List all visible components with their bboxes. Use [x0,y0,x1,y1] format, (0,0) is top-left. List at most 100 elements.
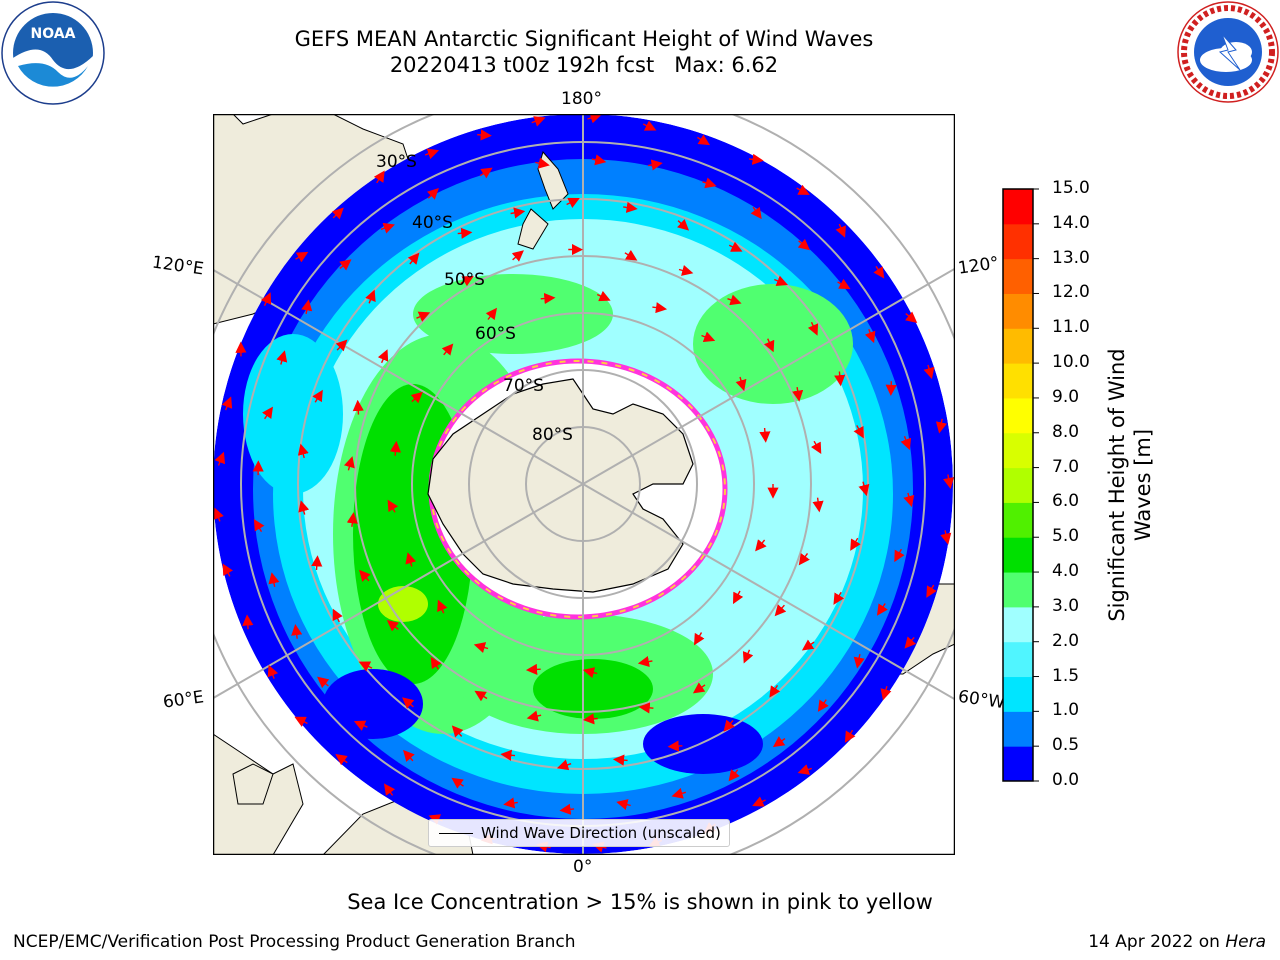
wave-direction-arrow [702,177,717,189]
wave-direction-arrow [430,656,442,670]
wave-direction-arrow [331,207,344,220]
wave-direction-arrow [380,222,395,234]
wave-direction-arrow [437,599,448,614]
wave-direction-arrow [587,114,602,124]
colorbar-tick-label: 7.0 [1052,456,1080,477]
wave-direction-arrow [294,716,308,727]
wave-direction-arrow [623,201,638,213]
wave-direction-arrow [441,343,454,356]
colorbar-segment [1003,502,1033,538]
wave-direction-arrow [864,329,876,344]
wave-direction-arrow [426,187,439,200]
wave-direction-arrow [591,154,607,166]
wave-direction-arrow [312,389,323,403]
colorbar-tick-label: 6.0 [1052,491,1080,512]
wave-direction-arrow [637,656,653,668]
colorbar-tick-label: 12.0 [1052,282,1090,303]
wave-direction-arrow [792,386,804,402]
legend-label: Wind Wave Direction (unscaled) [481,824,721,842]
wave-direction-arrow [692,682,706,694]
wave-direction-arrow [510,207,526,219]
lon-label-0: 0° [573,857,593,877]
wave-direction-arrow [693,632,705,646]
wave-direction-arrow [923,364,935,380]
wave-direction-arrow [624,249,638,261]
wave-direction-arrow [900,436,912,451]
new-zealand-land [517,150,569,250]
wave-direction-arrow [477,129,492,141]
wave-direction-arrow [540,292,556,305]
ocean-band-yellow-green [378,586,428,622]
ocean-band-deep-sw [323,669,423,739]
wave-direction-arrow [723,719,735,732]
ocean-band-green-light-east [693,284,853,404]
wave-direction-arrow [797,238,810,251]
chart-subtitle: 20220413 t00z 192h fcst Max: 6.62 [389,53,779,77]
wave-direction-arrow [451,777,464,789]
wave-direction-arrow [365,289,376,304]
wave-direction-arrow [485,307,498,321]
lon-label-60e: 60°E [161,687,206,713]
lon-label-120e: 120°E [150,252,205,280]
wave-direction-arrow [383,783,396,796]
colorbar-tick-label: 0.5 [1052,735,1080,756]
chart-title: GEFS MEAN Antarctic Significant Height o… [294,27,874,51]
wave-direction-arrow [728,241,743,252]
colorbar-tick-label: 13.0 [1052,247,1090,268]
wave-direction-arrow [905,311,918,323]
colorbar-segment [1003,397,1033,434]
footer-date-text: 14 Apr 2022 on [1088,932,1226,952]
lat-label-40s: 40°S [412,213,453,233]
wave-direction-arrow [926,584,937,598]
lon-label-60w: 60°W [956,686,1007,714]
colorbar-tick-label: 1.5 [1052,665,1080,686]
colorbar-tick-label: 1.0 [1052,700,1080,721]
wave-direction-arrow [424,148,440,160]
lat-label-60s: 60°S [475,324,516,344]
wave-direction-arrow [500,749,516,761]
wave-direction-arrow [769,685,781,698]
wave-direction-arrow [796,184,810,195]
wave-direction-arrow [402,697,415,709]
wave-direction-arrow [525,663,541,676]
wave-direction-arrow [295,251,309,263]
wave-direction-arrow [817,699,829,712]
wave-direction-arrow [503,797,518,809]
wave-direction-arrow [652,302,668,314]
wave-direction-arrow [797,764,812,775]
wave-direction-arrow [344,456,355,471]
wave-direction-arrow [774,275,788,287]
wave-direction-arrow [473,642,489,653]
wave-direction-arrow [291,624,303,639]
madagascar-land [232,763,274,805]
colorbar-segment [1003,746,1033,782]
wave-direction-arrow [835,223,846,238]
sea-ice-note: Sea Ice Concentration > 15% is shown in … [347,890,933,914]
wave-direction-arrow [358,661,373,672]
wave-direction-arrow [214,451,226,466]
wave-direction-arrow [616,799,631,811]
wave-direction-arrow [267,664,279,679]
wave-direction-arrow [873,265,885,279]
wave-direction-arrow [678,264,694,276]
wave-direction-arrow [556,759,572,771]
colorbar-frame [1002,188,1034,782]
wave-direction-arrow [810,440,822,455]
ocean-band-green-south [533,659,653,719]
wave-direction-arrow [359,569,371,582]
wave-direction-arrow [858,481,870,497]
wave-direction-arrow [301,299,313,315]
colorbar-tick-label: 14.0 [1052,212,1090,233]
colorbar-tick-label: 10.0 [1052,352,1090,373]
footer-host: Hera [1225,932,1266,952]
wave-direction-arrow [742,649,754,664]
wave-direction-arrow [297,443,309,459]
wave-direction-arrow [876,603,888,616]
wave-direction-arrow [671,787,686,799]
wave-direction-arrow [697,134,710,146]
wave-direction-arrow [774,604,787,617]
wave-direction-arrow [353,720,368,731]
wave-direction-arrow [389,440,402,456]
colorbar-tick-label: 4.0 [1052,561,1080,582]
wave-direction-arrow [335,754,348,766]
